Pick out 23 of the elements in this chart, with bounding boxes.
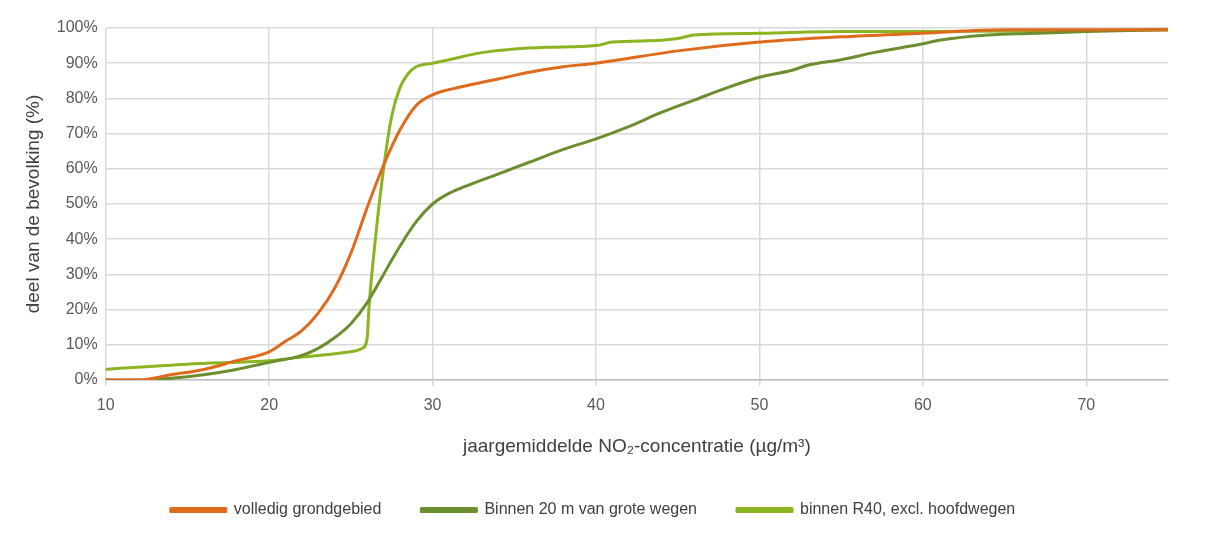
x-tick-label: 20 — [260, 396, 279, 414]
y-tick-label: 60% — [65, 159, 98, 177]
y-tick-label: 0% — [74, 370, 98, 388]
y-tick-label: 10% — [65, 335, 98, 353]
legend-label: volledig grondgebied — [233, 500, 382, 518]
y-tick-label: 30% — [65, 264, 98, 282]
x-tick-label: 70 — [1077, 396, 1096, 414]
y-tick-label: 100% — [56, 18, 98, 36]
x-tick-label: 30 — [423, 396, 442, 414]
legend-label: binnen R40, excl. hoofdwegen — [800, 500, 1016, 518]
y-tick-label: 20% — [65, 300, 98, 318]
y-tick-label: 80% — [65, 88, 98, 106]
x-tick-label: 50 — [750, 396, 769, 414]
y-tick-label: 40% — [65, 229, 98, 247]
y-tick-label: 50% — [65, 194, 98, 212]
legend-label: Binnen 20 m van grote wegen — [484, 500, 697, 518]
x-tick-label: 40 — [587, 396, 605, 414]
x-tick-label: 10 — [96, 396, 115, 414]
x-tick-label: 60 — [913, 396, 932, 414]
y-axis-title: deel van de bevolking (%) — [21, 94, 43, 314]
y-tick-label: 90% — [65, 53, 98, 71]
y-tick-label: 70% — [65, 124, 98, 142]
x-axis-title: jaargemiddelde NO₂-concentratie (µg/m³) — [461, 434, 811, 456]
